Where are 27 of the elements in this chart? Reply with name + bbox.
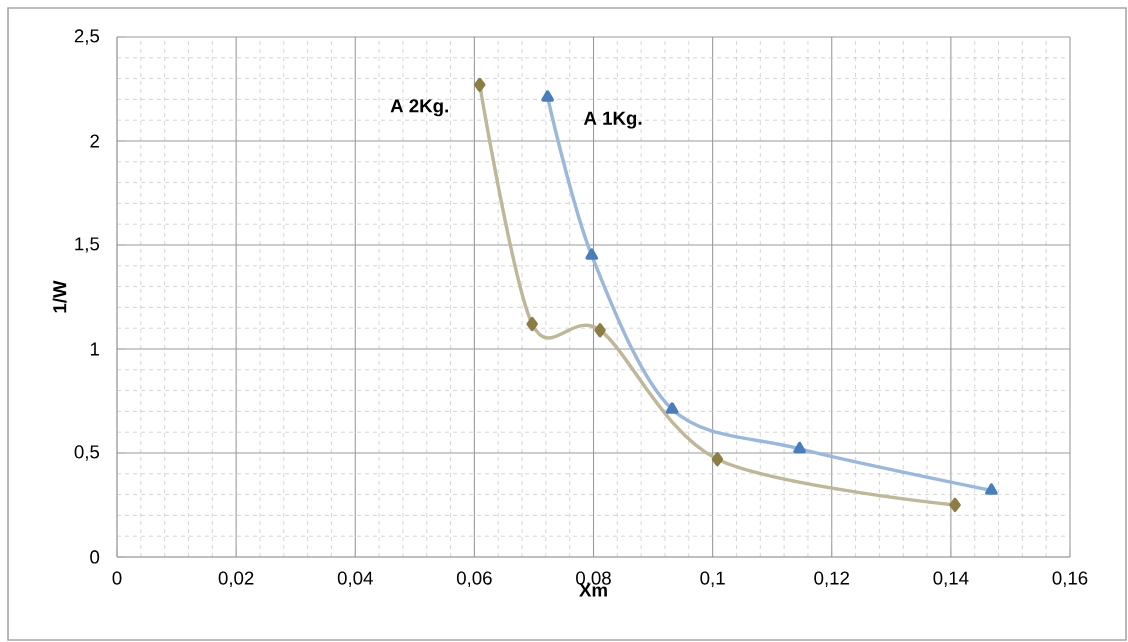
point — [985, 483, 998, 495]
y-tick-label: 2,5 — [74, 29, 100, 45]
point — [526, 316, 538, 332]
point — [541, 90, 554, 102]
x-tick-label: 0,16 — [1052, 571, 1088, 587]
y-tick-label: 1 — [90, 342, 99, 356]
x-tick-label: 0,1 — [700, 571, 725, 587]
x-tick-label: 0,06 — [456, 571, 492, 587]
point — [949, 497, 961, 513]
x-tick-label: 0,12 — [814, 571, 849, 587]
series-label: A 1Kg. — [583, 111, 642, 129]
x-tick-label: 0,04 — [337, 571, 373, 587]
series-label: A 2Kg. — [390, 99, 448, 117]
y-tick-label: 1,5 — [75, 237, 100, 253]
point — [711, 452, 724, 467]
x-tick-label: 0,02 — [218, 571, 254, 587]
x-tick-label: 0,14 — [933, 571, 969, 587]
y-axis-title: 1/W — [52, 280, 67, 313]
y-tick-label: 2 — [90, 134, 99, 148]
point — [585, 248, 599, 260]
x-tick-label: 0 — [112, 571, 122, 585]
point — [474, 77, 486, 92]
y-tick-label: 0 — [90, 550, 100, 564]
point — [665, 402, 679, 414]
point — [793, 441, 806, 454]
y-tick-label: 0,5 — [74, 445, 100, 461]
point — [594, 323, 606, 338]
